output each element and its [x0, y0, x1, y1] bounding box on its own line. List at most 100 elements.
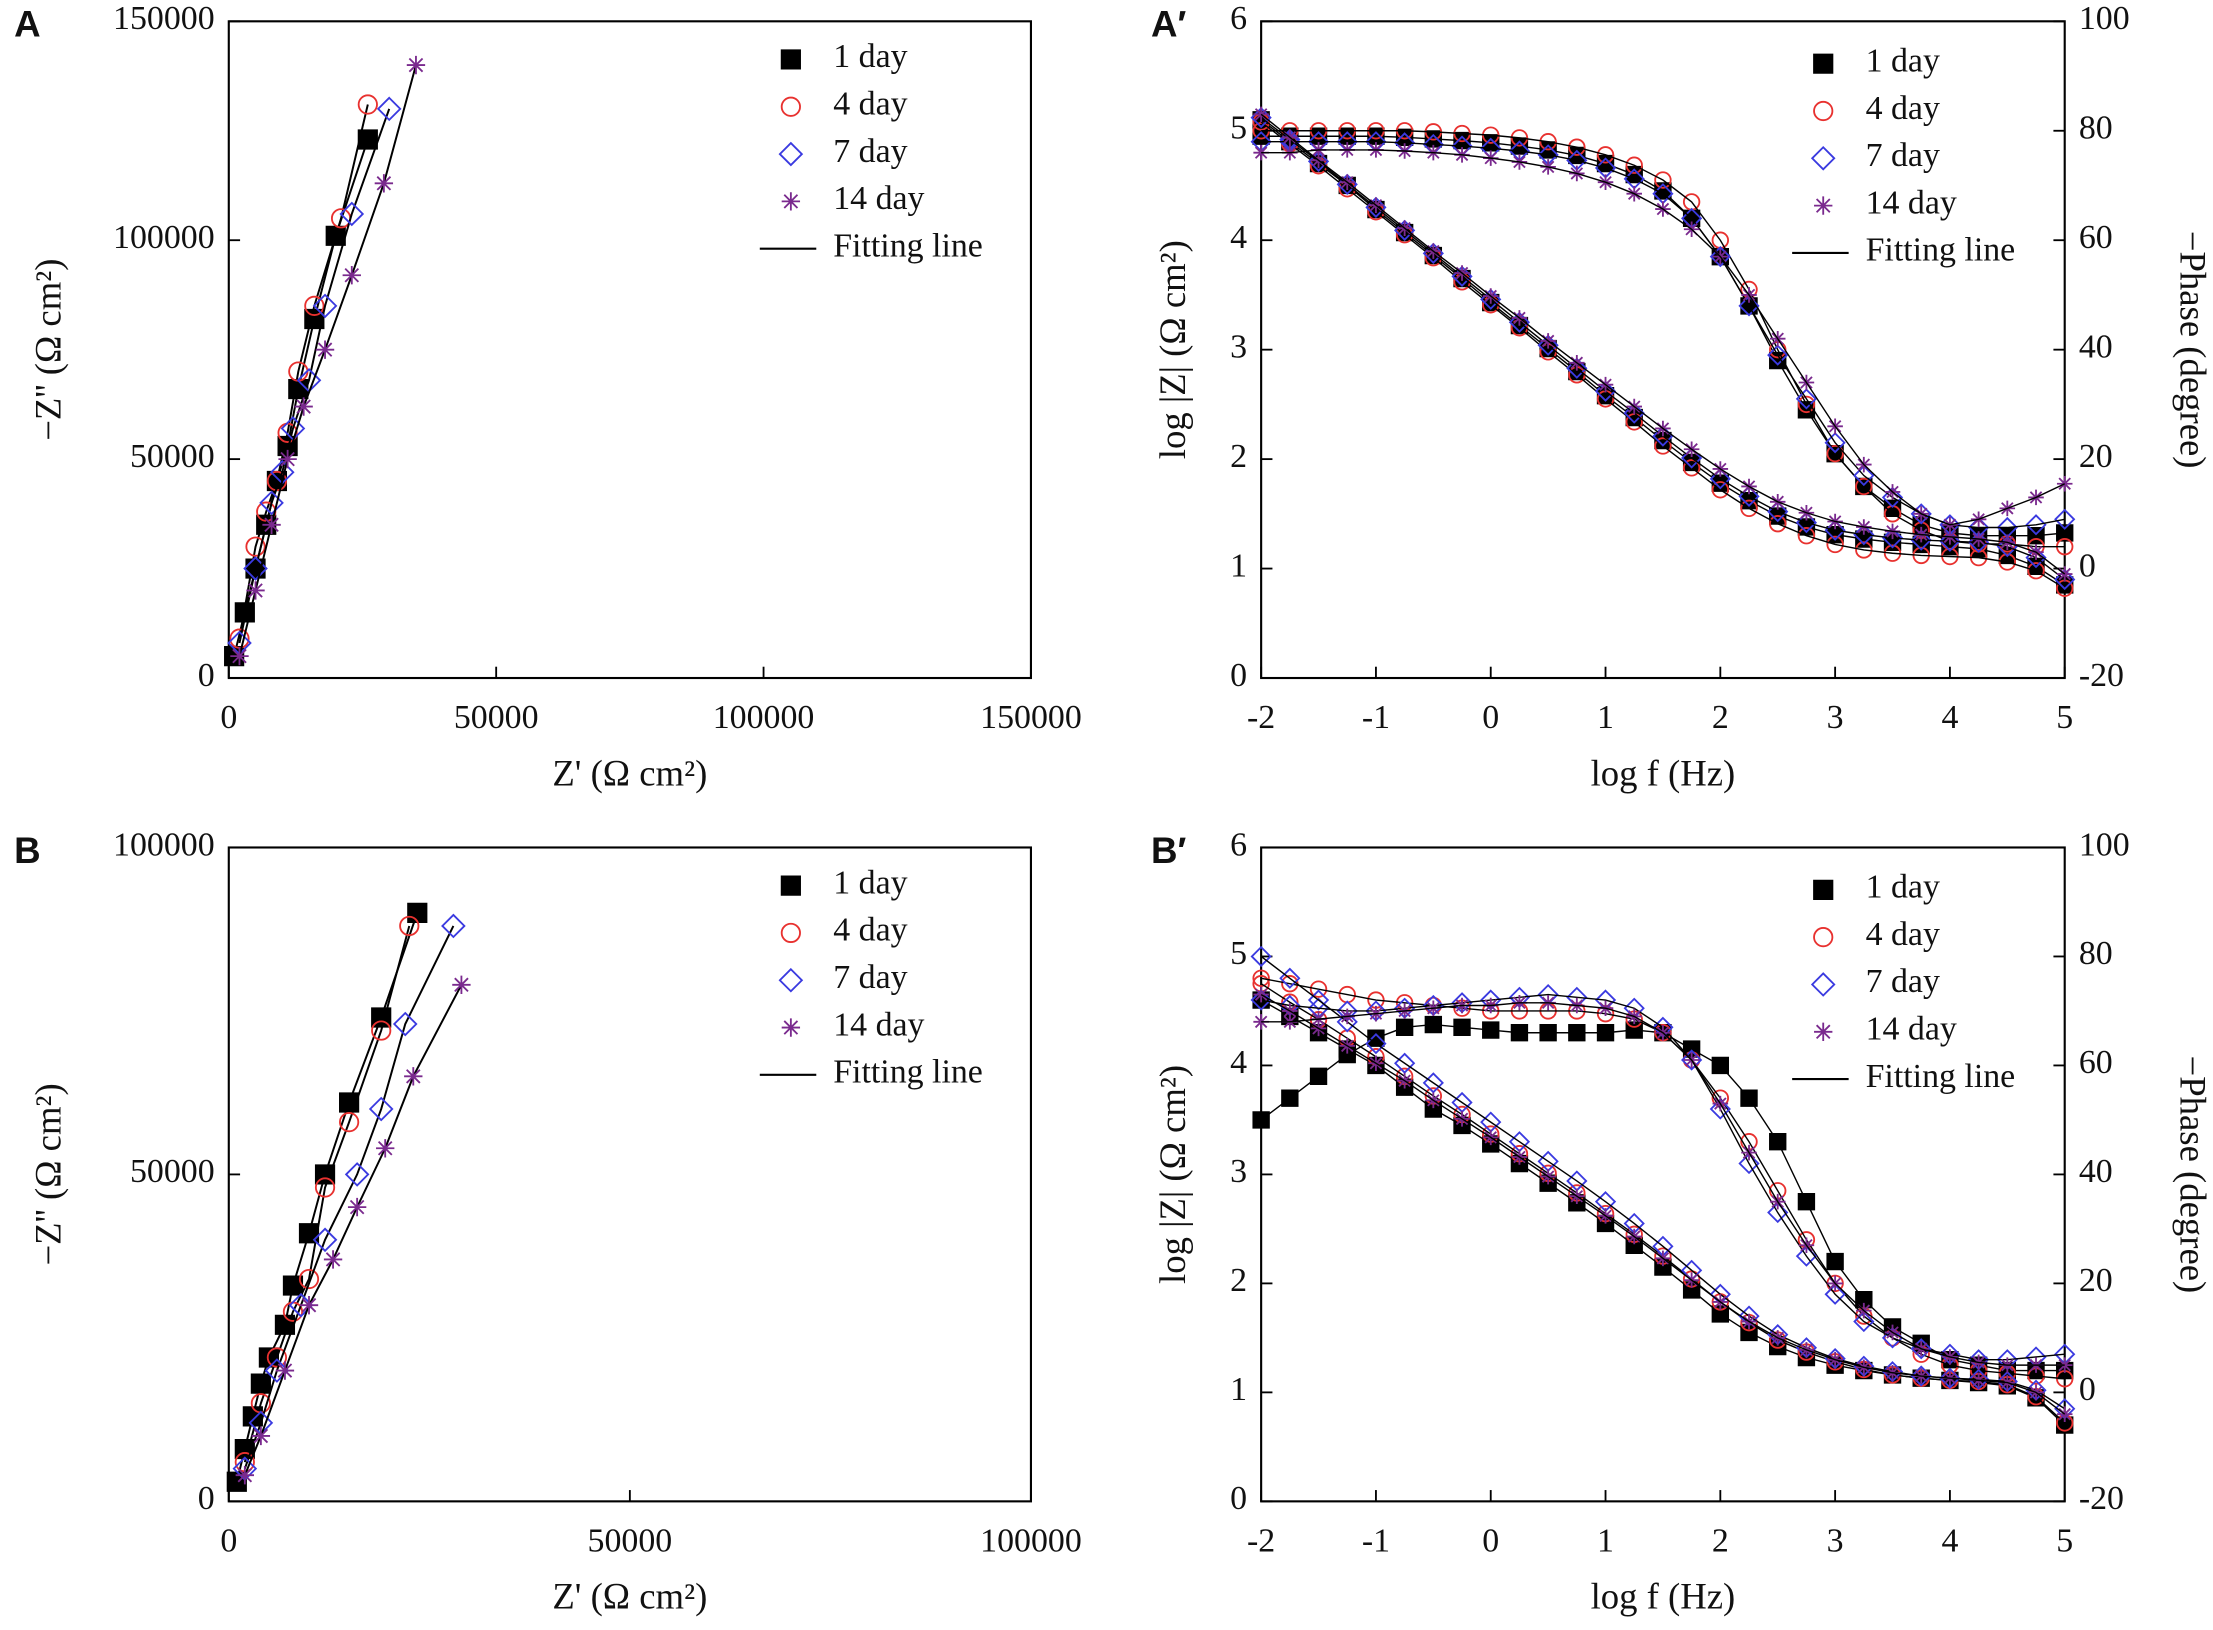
- y-axis-title: −Z'' (Ω cm²): [28, 259, 69, 441]
- y-tick-label: 5: [1230, 110, 1247, 147]
- marker: [778, 141, 804, 167]
- panel-label: A: [14, 4, 41, 45]
- marker: [1654, 171, 1672, 189]
- marker: [2027, 562, 2045, 580]
- y-tick-label: 0: [198, 657, 215, 694]
- marker: [1855, 541, 1873, 559]
- y-tick-label: 3: [1230, 328, 1247, 365]
- marker: [1810, 145, 1836, 171]
- marker: [1654, 437, 1672, 455]
- marker: [1253, 106, 1269, 123]
- x-tick-label: 50000: [588, 1523, 673, 1560]
- legend-label: 7 day: [833, 959, 907, 996]
- legend-label: 1 day: [1866, 869, 1940, 906]
- marker: [780, 49, 801, 70]
- marker: [347, 1197, 367, 1217]
- marker: [235, 1466, 255, 1485]
- x-axis-title: Z' (Ω cm²): [552, 1576, 707, 1617]
- marker: [1853, 464, 1875, 487]
- x-tick-label: 4: [1941, 1523, 1958, 1560]
- y2-tick-label: 100: [2079, 0, 2130, 37]
- marker: [275, 1361, 295, 1380]
- plot-frame: [227, 20, 1033, 680]
- y2-tick-label: 100: [2079, 826, 2130, 863]
- y2-tick-label: 60: [2079, 219, 2113, 256]
- y-axis-title: −Z'' (Ω cm²): [28, 1083, 69, 1265]
- x-tick-label: 5: [2056, 1523, 2073, 1560]
- y-tick-label: 6: [1230, 0, 1247, 37]
- marker: [1250, 989, 1272, 1011]
- y2-tick-label: 20: [2079, 438, 2113, 475]
- y2-axis-title: −Phase (degree): [2173, 231, 2213, 469]
- marker: [1307, 989, 1330, 1011]
- fit-line: [238, 108, 391, 644]
- marker: [1510, 129, 1529, 147]
- marker: [1709, 246, 1731, 268]
- x-tick-label: 50000: [454, 699, 539, 736]
- marker: [1711, 481, 1730, 499]
- y-tick-label: 4: [1230, 1044, 1247, 1081]
- x-tick-label: 0: [1482, 699, 1499, 736]
- marker: [1537, 334, 1559, 356]
- marker: [1810, 972, 1836, 997]
- y-tick-label: 100000: [113, 826, 215, 863]
- marker: [1767, 344, 1789, 366]
- marker: [1797, 395, 1816, 414]
- marker: [1566, 357, 1588, 379]
- marker: [1939, 530, 1961, 552]
- marker: [1813, 53, 1834, 74]
- x-tick-label: 100000: [980, 1523, 1082, 1560]
- marker: [312, 293, 338, 319]
- panel-label: A′: [1151, 4, 1187, 45]
- fit-line: [243, 925, 455, 1469]
- y-tick-label: 1: [1230, 1371, 1247, 1408]
- marker: [780, 922, 801, 944]
- y2-tick-label: 40: [2079, 328, 2113, 365]
- marker: [245, 536, 266, 557]
- marker: [1336, 1011, 1358, 1033]
- marker: [2054, 508, 2076, 530]
- y-tick-label: 1: [1230, 547, 1247, 584]
- marker: [251, 1426, 271, 1446]
- marker: [1740, 499, 1758, 518]
- marker: [246, 581, 265, 600]
- marker: [1738, 295, 1760, 317]
- fit-line: [1260, 993, 2066, 1415]
- panel-label: B: [14, 830, 41, 871]
- fit-line: [1261, 135, 2065, 537]
- fit-line: [1261, 1002, 2065, 1366]
- legend-label: Fitting line: [1866, 1058, 2016, 1095]
- legend-label: 4 day: [1866, 916, 1940, 953]
- marker: [357, 94, 378, 115]
- legend-label: Fitting line: [1866, 232, 2016, 269]
- legend-label: 14 day: [1866, 1011, 1957, 1048]
- x-axis-title: log f (Hz): [1591, 1576, 1736, 1617]
- x-tick-label: 0: [1482, 1523, 1499, 1560]
- marker: [1394, 219, 1416, 241]
- marker: [304, 295, 325, 316]
- y-tick-label: 4: [1230, 219, 1247, 256]
- marker: [1738, 1152, 1760, 1175]
- marker: [1881, 527, 1904, 549]
- fit-line: [1261, 149, 2066, 526]
- x-tick-label: 2: [1712, 1523, 1729, 1560]
- marker: [1252, 969, 1270, 987]
- marker: [1824, 519, 1846, 541]
- marker: [404, 1067, 423, 1086]
- y-tick-label: 100000: [113, 219, 215, 256]
- marker: [1623, 402, 1645, 424]
- marker: [344, 1162, 370, 1187]
- marker: [376, 1139, 395, 1158]
- x-tick-label: 4: [1941, 699, 1958, 736]
- y2-tick-label: 60: [2079, 1044, 2113, 1081]
- marker: [1996, 536, 2018, 558]
- marker: [1814, 1022, 1833, 1041]
- panel-label: B′: [1151, 830, 1187, 871]
- legend-label: 14 day: [833, 1006, 924, 1043]
- marker: [323, 1250, 343, 1269]
- y2-tick-label: 0: [2079, 547, 2096, 584]
- marker: [2056, 1406, 2073, 1422]
- fit-line: [1260, 119, 2066, 586]
- marker: [1853, 524, 1875, 546]
- marker: [407, 902, 428, 923]
